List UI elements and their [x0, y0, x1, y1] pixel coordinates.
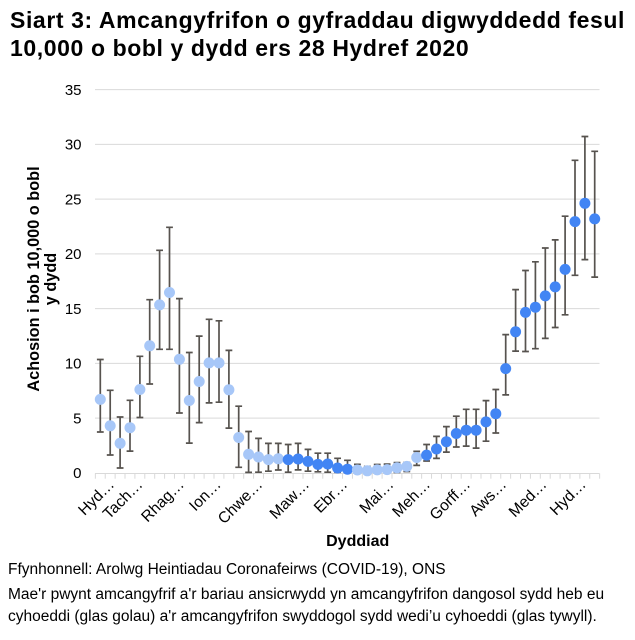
svg-text:y dydd: y dydd — [42, 253, 60, 305]
svg-text:Achosion i bob 10,000 o bobl: Achosion i bob 10,000 o bobl — [25, 166, 43, 391]
svg-text:Chwe…: Chwe… — [215, 476, 266, 527]
svg-text:35: 35 — [65, 82, 82, 99]
svg-text:Dyddiad: Dyddiad — [326, 533, 389, 550]
svg-text:Meh…: Meh… — [389, 476, 434, 521]
svg-text:Aws…: Aws… — [466, 476, 510, 520]
svg-text:Ebr…: Ebr… — [311, 476, 351, 516]
svg-text:30: 30 — [65, 137, 82, 154]
svg-text:10: 10 — [65, 356, 82, 373]
svg-text:Med…: Med… — [506, 476, 551, 521]
svg-text:5: 5 — [73, 410, 81, 427]
svg-text:15: 15 — [65, 301, 82, 318]
svg-text:25: 25 — [65, 191, 82, 208]
svg-text:Hyd…: Hyd… — [547, 476, 590, 519]
svg-text:20: 20 — [65, 246, 82, 263]
svg-text:Ion…: Ion… — [186, 476, 224, 514]
svg-text:Rhag…: Rhag… — [138, 476, 187, 525]
svg-text:Gorff…: Gorff… — [427, 476, 474, 523]
svg-text:0: 0 — [73, 465, 81, 482]
svg-text:Maw…: Maw… — [267, 476, 313, 522]
